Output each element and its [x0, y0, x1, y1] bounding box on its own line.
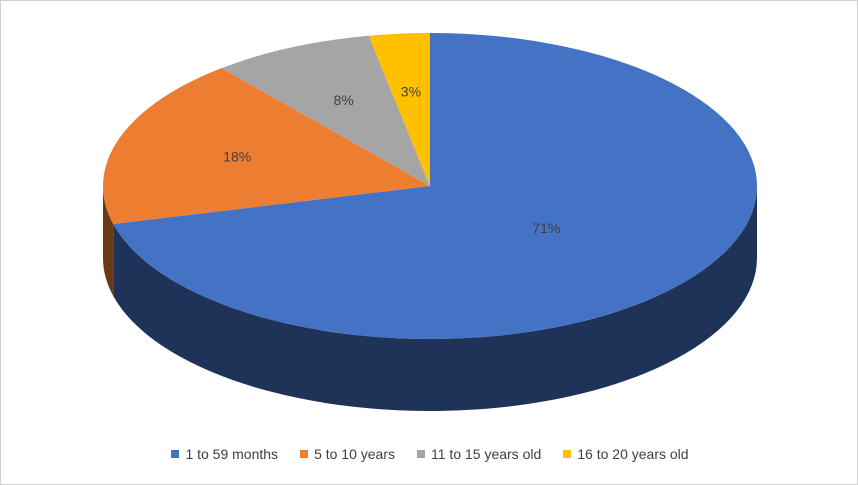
legend-label: 1 to 59 months [185, 446, 279, 462]
data-label: 71% [532, 220, 560, 236]
legend-swatch [417, 450, 425, 458]
pie-chart: 71% 18% 8% 3% [103, 33, 758, 411]
pie-side-wall [103, 186, 114, 297]
legend-swatch [171, 450, 180, 458]
data-label: 3% [401, 84, 421, 100]
chart-legend: 1 to 59 months 5 to 10 years 11 to 15 ye… [1, 446, 858, 462]
legend-label: 11 to 15 years old [431, 446, 542, 462]
legend-item: 11 to 15 years old [417, 446, 541, 462]
legend-label: 16 to 20 years old [577, 446, 689, 462]
legend-item: 5 to 10 years [300, 446, 395, 462]
legend-swatch [300, 450, 309, 458]
pie-slice [113, 33, 758, 339]
pie-side-wall [113, 186, 757, 411]
pie-slice [368, 33, 430, 186]
legend-item: 16 to 20 years old [563, 446, 689, 462]
pie-slice [103, 68, 430, 225]
data-label: 18% [223, 149, 251, 165]
data-label: 8% [334, 92, 354, 108]
legend-swatch [563, 450, 572, 458]
pie-slice [221, 35, 430, 186]
legend-item: 1 to 59 months [171, 446, 278, 462]
legend-label: 5 to 10 years [314, 446, 395, 462]
